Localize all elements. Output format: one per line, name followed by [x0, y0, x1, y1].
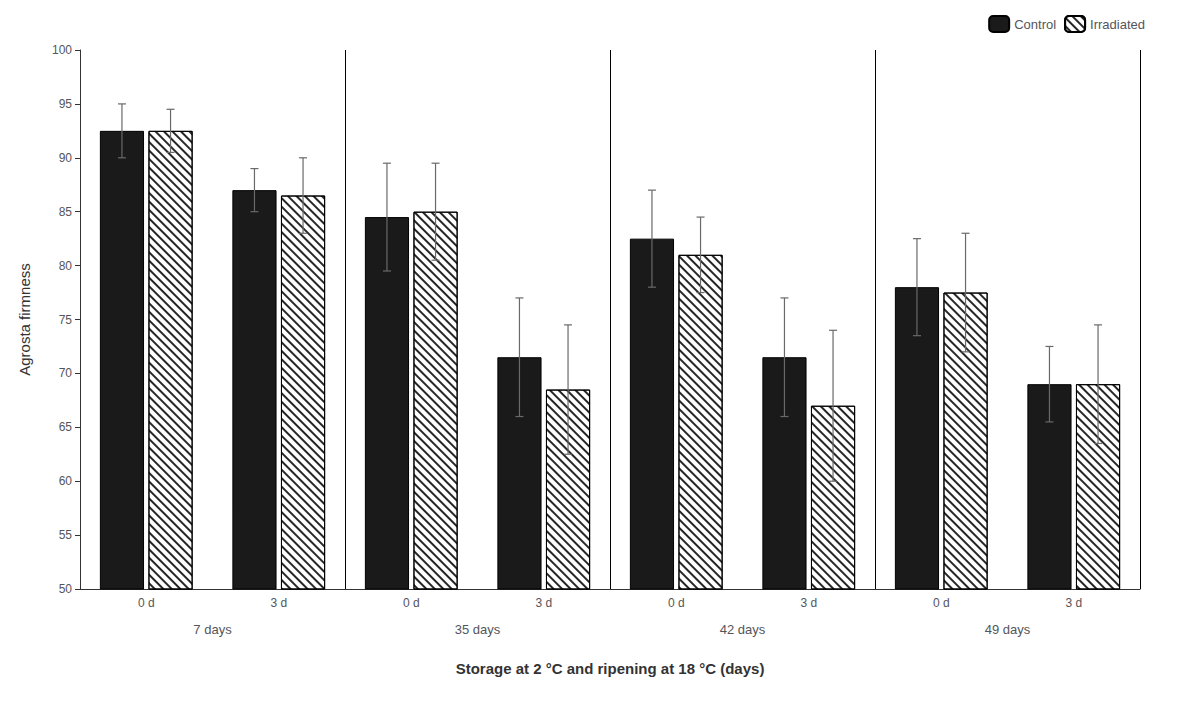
svg-text:100: 100	[52, 43, 72, 57]
svg-text:0 d: 0 d	[668, 596, 685, 610]
svg-text:35 days: 35 days	[455, 622, 501, 637]
svg-text:0 d: 0 d	[138, 596, 155, 610]
svg-text:3 d: 3 d	[535, 596, 552, 610]
svg-text:Storage at 2 °C and ripening a: Storage at 2 °C and ripening at 18 °C (d…	[456, 660, 765, 677]
svg-text:Control: Control	[1014, 17, 1056, 32]
svg-text:7 days: 7 days	[193, 622, 232, 637]
svg-text:3 d: 3 d	[1065, 596, 1082, 610]
svg-text:49 days: 49 days	[985, 622, 1031, 637]
svg-text:Irradiated: Irradiated	[1090, 17, 1145, 32]
svg-text:95: 95	[59, 97, 73, 111]
svg-text:Agrosta firmness: Agrosta firmness	[16, 263, 33, 376]
svg-text:42 days: 42 days	[720, 622, 766, 637]
svg-text:90: 90	[59, 151, 73, 165]
svg-text:75: 75	[59, 313, 73, 327]
svg-text:0 d: 0 d	[403, 596, 420, 610]
svg-text:55: 55	[59, 528, 73, 542]
svg-text:0 d: 0 d	[933, 596, 950, 610]
svg-text:50: 50	[59, 582, 73, 596]
svg-text:65: 65	[59, 420, 73, 434]
svg-text:80: 80	[59, 259, 73, 273]
svg-text:3 d: 3 d	[270, 596, 287, 610]
svg-text:3 d: 3 d	[800, 596, 817, 610]
svg-text:85: 85	[59, 205, 73, 219]
svg-text:60: 60	[59, 474, 73, 488]
svg-text:70: 70	[59, 366, 73, 380]
